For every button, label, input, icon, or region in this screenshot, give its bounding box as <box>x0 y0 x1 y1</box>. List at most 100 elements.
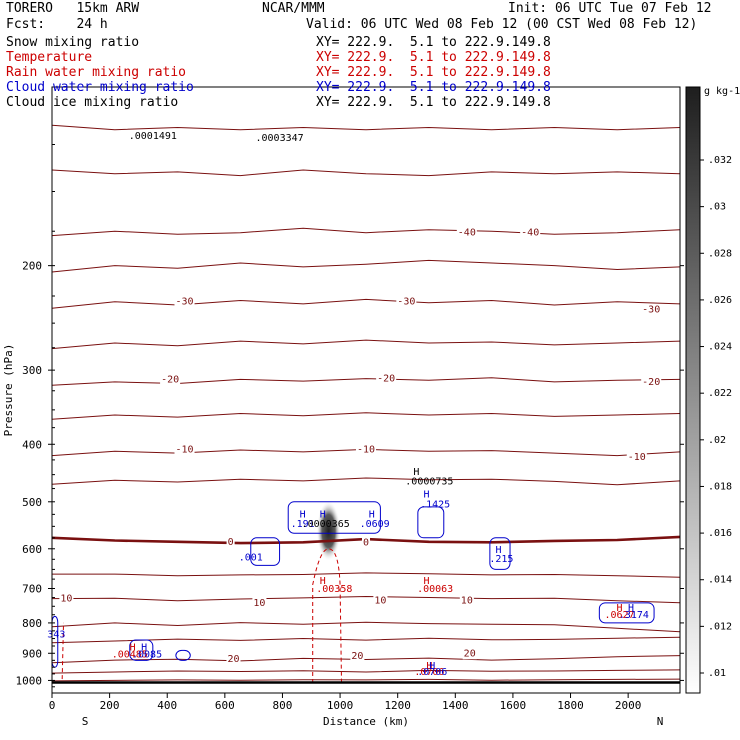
temperature-contour-20-14 <box>51 636 681 644</box>
snow-shading <box>316 500 341 561</box>
contour-label-0: -40 <box>458 228 476 239</box>
maximum-label-22: .3174 <box>619 610 649 621</box>
contour-label-17: 20 <box>227 654 239 665</box>
contour-label-11: 0 <box>228 537 234 548</box>
colorbar-ramp <box>685 86 701 694</box>
maximum-label-4: H <box>423 489 429 500</box>
temperature-contour-m30-4 <box>51 298 681 309</box>
contour-label-3: -30 <box>397 297 415 308</box>
y-tick-label-800: 800 <box>22 617 42 630</box>
y-tick-label-600: 600 <box>22 543 42 556</box>
model-center: NCAR/MMM <box>262 1 325 16</box>
x-tick-label-200: 200 <box>100 699 120 712</box>
colorbar-tick-label: .018 <box>708 481 732 492</box>
temperature-contour-10-12 <box>51 595 681 604</box>
contour-label-7: -20 <box>642 377 660 388</box>
maximum-label-6: H <box>300 509 306 520</box>
maximum-label-18: .00063 <box>417 584 453 595</box>
x-axis-right-end-label: N <box>657 715 664 728</box>
maximum-label-25: .00485 <box>112 650 148 661</box>
cloud-water-contour-7 <box>51 615 59 668</box>
maximum-label-30: .0706 <box>417 667 447 678</box>
init-time: Init: 06 UTC Tue 07 Feb 12 <box>508 1 712 16</box>
cloud-water-contour-5 <box>129 639 154 661</box>
maximum-label-17: H <box>423 576 429 587</box>
cloud-water-contour-6 <box>175 649 191 661</box>
colorbar-tick-label: .022 <box>708 388 732 399</box>
maximum-label-5: .1425 <box>420 499 450 510</box>
x-tick-label-1400: 1400 <box>442 699 469 712</box>
contour-label-8: -10 <box>175 444 193 455</box>
maximum-label-27: H <box>426 661 432 672</box>
x-axis-title: Distance (km) <box>323 715 409 728</box>
temperature-contour-m10-9 <box>51 477 681 486</box>
contour-label-13: 10 <box>60 594 72 605</box>
maximum-label-12: .001 <box>239 553 263 564</box>
y-axis-title: Pressure (hPa) <box>2 344 15 437</box>
x-tick-label-400: 400 <box>157 699 177 712</box>
y-tick-label-300: 300 <box>22 364 42 377</box>
forecast-hour: Fcst: 24 h <box>6 17 108 32</box>
colorbar-tick-label: .032 <box>708 155 732 166</box>
colorbar-unit-label: g kg-1 <box>704 86 740 97</box>
x-tick-label-2000: 2000 <box>615 699 642 712</box>
contour-label-2: -30 <box>175 297 193 308</box>
maximum-label-16: .00358 <box>316 584 352 595</box>
temperature-contour-m50-0 <box>51 124 681 131</box>
x-tick-label-800: 800 <box>273 699 293 712</box>
plot-frame <box>51 86 681 694</box>
contour-label-10: -10 <box>628 452 646 463</box>
maximum-label-0: .0001491 <box>129 131 177 142</box>
maximum-label-28: H <box>429 661 435 672</box>
temperature-contour-m30-5 <box>51 339 681 350</box>
maximum-label-13: H <box>495 545 501 556</box>
y-tick-label-700: 700 <box>22 583 42 596</box>
x-tick-label-0: 0 <box>49 699 56 712</box>
field-xy-4: XY= 222.9. 5.1 to 222.9.149.8 <box>316 95 551 110</box>
contour-label-6: -20 <box>377 374 395 385</box>
x-axis: 0 200 400 600 800 1000 1200 1400 1600 1800 2000 <box>49 693 642 712</box>
field-name-4: Cloud ice mixing ratio <box>6 95 179 110</box>
maximum-label-14: .215 <box>489 554 513 565</box>
colorbar-tick-label: .02 <box>708 435 726 446</box>
contour-label-1: -40 <box>521 228 539 239</box>
temperature-contour-20-17 <box>51 678 681 682</box>
maximum-label-2: H <box>413 467 419 478</box>
cloud-water-contour-1 <box>250 537 281 566</box>
field-xy-1: XY= 222.9. 5.1 to 222.9.149.8 <box>316 50 551 65</box>
cloud-water-contour-3 <box>417 506 445 539</box>
cloud-water-contour-4 <box>598 602 655 624</box>
temperature-contour-m50-1 <box>51 169 681 177</box>
colorbar-tick-label: .028 <box>708 248 732 259</box>
colorbar-tick-label: .014 <box>708 575 732 586</box>
y-tick-label-400: 400 <box>22 438 42 451</box>
y-tick-label-200: 200 <box>22 260 42 273</box>
field-name-3: Cloud water mixing ratio <box>6 80 194 95</box>
colorbar-tick-label: .03 <box>708 202 726 213</box>
field-xy-2: XY= 222.9. 5.1 to 222.9.149.8 <box>316 65 551 80</box>
colorbar-tick-label: .026 <box>708 295 732 306</box>
contour-label-12: 0 <box>363 537 369 548</box>
contour-label-16: 10 <box>461 595 473 606</box>
maximum-label-31: 343 <box>47 629 65 640</box>
cloud-water-contour-2 <box>489 537 511 570</box>
x-axis-left-end-label: S <box>82 715 89 728</box>
contour-label-9: -10 <box>357 444 375 455</box>
maximum-label-11: .0609 <box>360 519 390 530</box>
model-title: TORERO 15km ARW <box>6 1 140 16</box>
maximum-label-3: .0000735 <box>405 476 453 487</box>
contour-label-5: -20 <box>161 374 179 385</box>
maximum-label-15: H <box>320 576 326 587</box>
maximum-label-20: H <box>628 603 634 614</box>
temperature-contour-10-13 <box>51 621 681 633</box>
maximum-label-8: H <box>369 509 375 520</box>
plot-area: -40 -40 -30 -30 -30 -20 -20 -20 -10 -10 -10 0 0 10 10 1… <box>47 124 681 684</box>
rain-water-contour <box>312 548 343 683</box>
field-xy-0: XY= 222.9. 5.1 to 222.9.149.8 <box>316 35 551 50</box>
maximum-label-29: .0706 <box>414 667 444 678</box>
temperature-contour-m20-7 <box>51 412 681 420</box>
colorbar: g kg-1 .01 .012 .014 .016 .018 .02 .022 .024 .02… <box>685 86 740 694</box>
y-tick-label-1000: 1000 <box>16 674 43 687</box>
